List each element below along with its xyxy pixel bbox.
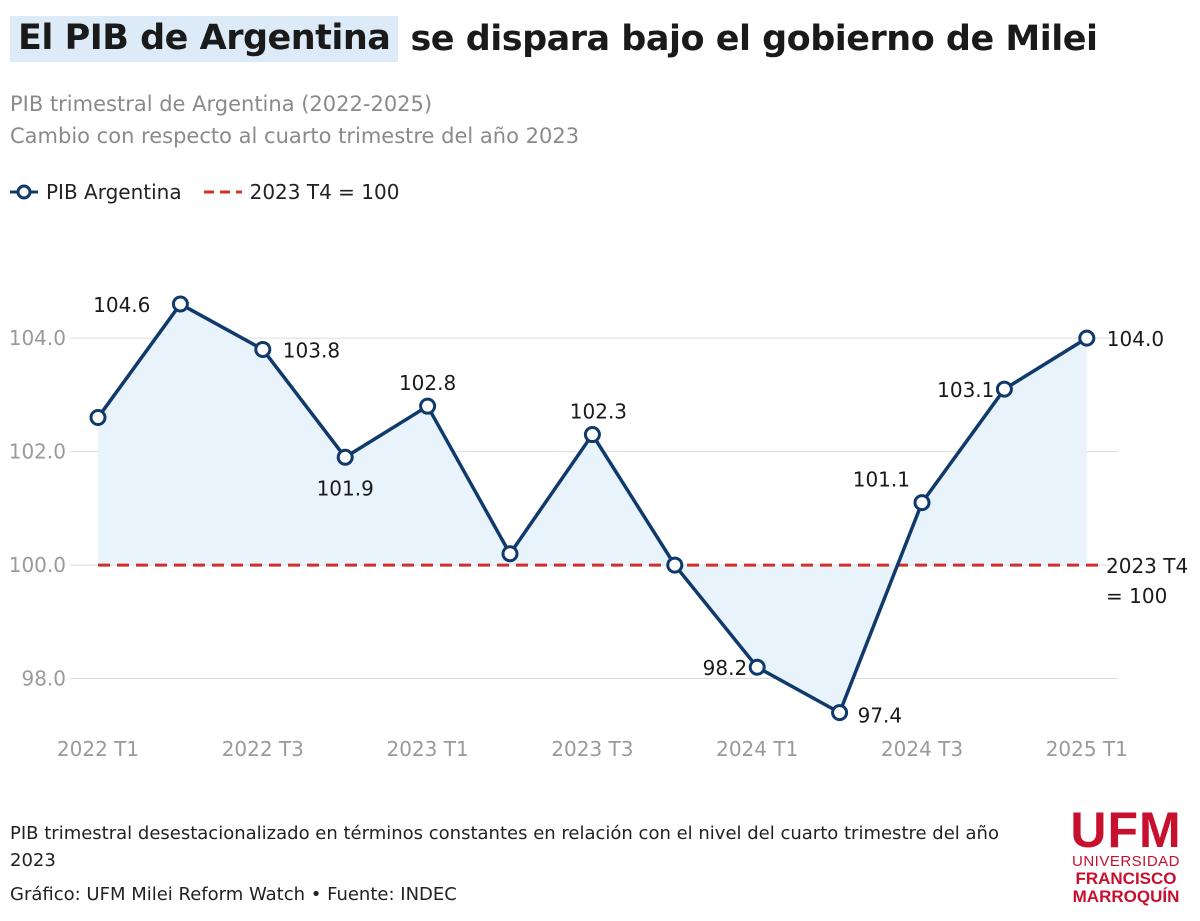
data-point bbox=[995, 380, 1013, 398]
data-point bbox=[171, 295, 189, 313]
logo-line-1: UNIVERSIDAD bbox=[1071, 853, 1181, 870]
x-tick-label: 2024 T1 bbox=[716, 737, 798, 761]
x-tick-label: 2025 T1 bbox=[1046, 737, 1128, 761]
x-tick-label: 2022 T1 bbox=[57, 737, 139, 761]
baseline-label-line-1: 2023 T4 bbox=[1106, 554, 1188, 578]
x-tick-label: 2022 T3 bbox=[222, 737, 304, 761]
legend-item-baseline: 2023 T4 = 100 bbox=[203, 180, 400, 204]
data-point bbox=[501, 545, 519, 563]
data-label: 102.3 bbox=[570, 400, 627, 424]
baseline-label-line-2: = 100 bbox=[1106, 584, 1167, 608]
data-point bbox=[336, 448, 354, 466]
data-point bbox=[748, 658, 766, 676]
subtitle-line-1: PIB trimestral de Argentina (2022-2025) bbox=[10, 92, 433, 116]
data-point bbox=[1078, 329, 1096, 347]
subtitle-line-2: Cambio con respecto al cuarto trimestre … bbox=[10, 124, 580, 148]
chart-subtitle: PIB trimestral de Argentina (2022-2025) … bbox=[10, 88, 579, 152]
data-label: 101.1 bbox=[853, 468, 910, 492]
x-tick-label: 2023 T1 bbox=[386, 737, 468, 761]
data-point bbox=[831, 704, 849, 722]
data-label: 103.8 bbox=[283, 338, 340, 362]
footnote: PIB trimestral desestacionalizado en tér… bbox=[10, 823, 999, 871]
data-point bbox=[254, 340, 272, 358]
y-tick-label: 104.0 bbox=[9, 326, 66, 350]
data-label: 98.2 bbox=[703, 656, 748, 680]
chart-title: El PIB de Argentina se dispara bajo el g… bbox=[10, 10, 1098, 68]
title-highlight: El PIB de Argentina bbox=[10, 16, 399, 62]
data-label: 104.6 bbox=[93, 293, 150, 317]
data-point bbox=[666, 556, 684, 574]
x-tick-label: 2024 T3 bbox=[881, 737, 963, 761]
ufm-logo: UFM UNIVERSIDAD FRANCISCO MARROQUÍN bbox=[1064, 802, 1188, 906]
legend-series-label: PIB Argentina bbox=[46, 180, 182, 204]
x-tick-label: 2023 T3 bbox=[551, 737, 633, 761]
data-label: 97.4 bbox=[858, 704, 903, 728]
y-tick-label: 102.0 bbox=[9, 440, 66, 464]
legend-item-series: PIB Argentina bbox=[10, 180, 182, 204]
line-chart: 98.0 100.0 102.0 104.0 2023 T4 = 100 104.6 103.… bbox=[9, 293, 1188, 761]
data-label: 103.1 bbox=[937, 378, 994, 402]
data-point bbox=[419, 397, 437, 415]
legend-baseline-label: 2023 T4 = 100 bbox=[249, 180, 400, 204]
title-rest: se dispara bajo el gobierno de Milei bbox=[410, 19, 1098, 59]
logo-line-2: FRANCISCO bbox=[1075, 869, 1177, 888]
y-tick-label: 100.0 bbox=[9, 553, 66, 577]
legend-baseline-dash-icon bbox=[203, 190, 242, 194]
data-point bbox=[583, 426, 601, 444]
data-point bbox=[89, 409, 107, 427]
area-fill bbox=[98, 304, 1087, 713]
data-label: 101.9 bbox=[317, 476, 374, 500]
legend: PIB Argentina 2023 T4 = 100 bbox=[10, 178, 421, 206]
logo-line-3: MARROQUÍN bbox=[1072, 887, 1180, 906]
data-label: 104.0 bbox=[1107, 327, 1164, 351]
legend-series-marker-icon bbox=[10, 184, 38, 200]
y-tick-label: 98.0 bbox=[21, 667, 66, 691]
logo-acronym: UFM bbox=[1070, 802, 1182, 858]
data-point bbox=[913, 494, 931, 512]
data-label: 102.8 bbox=[399, 371, 456, 395]
source-credit: Gráfico: UFM Milei Reform Watch • Fuente… bbox=[10, 884, 457, 905]
